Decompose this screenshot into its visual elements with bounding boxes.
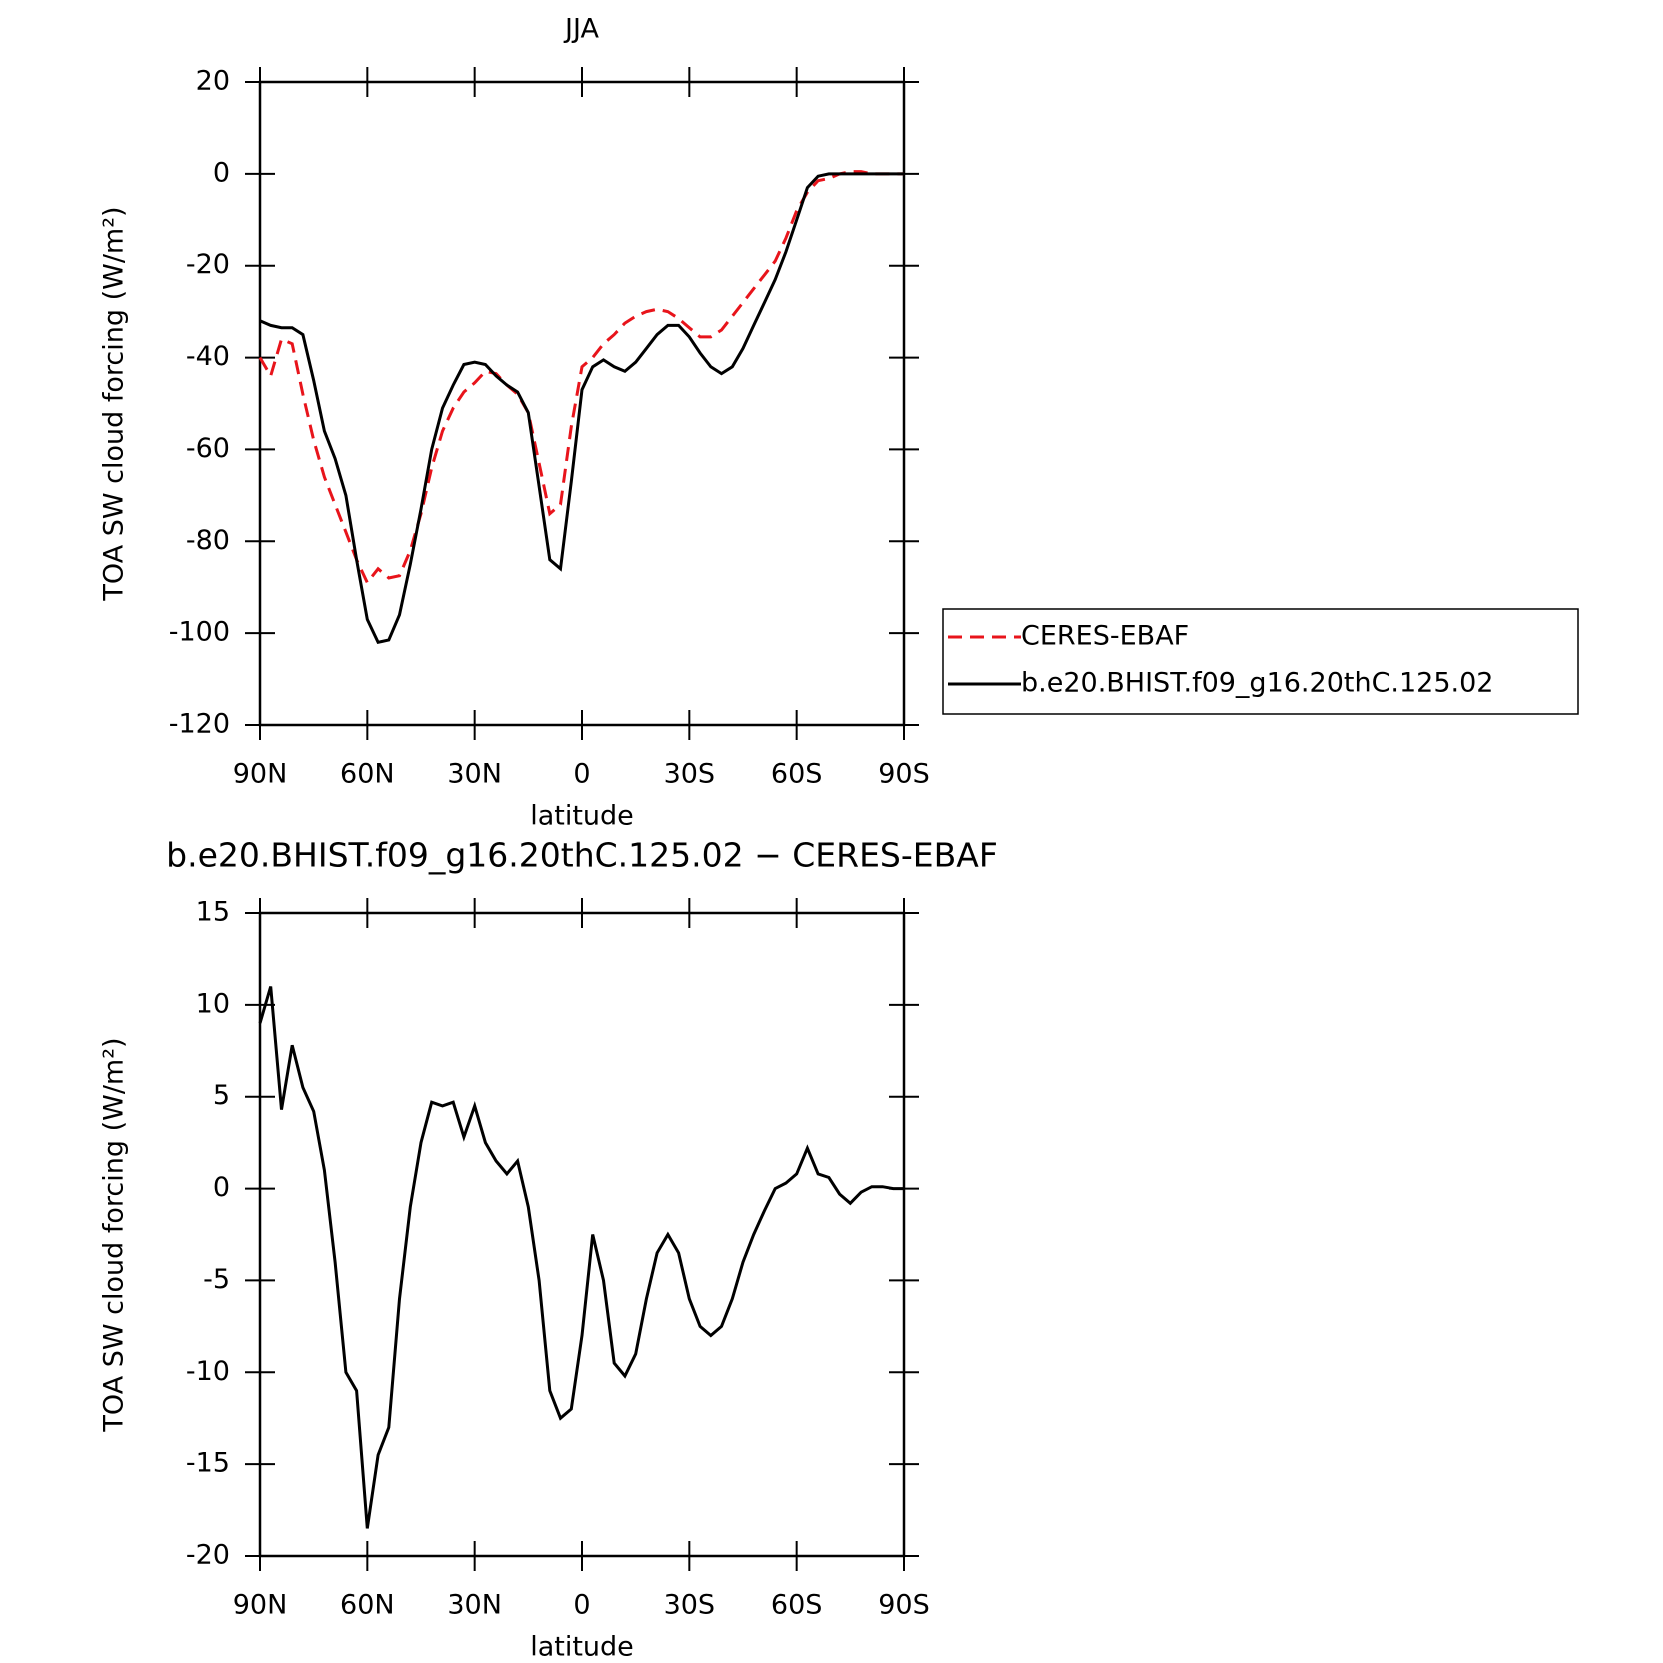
y-axis-label: TOA SW cloud forcing (W/m²) [99, 206, 130, 601]
y-tick-label: -80 [186, 525, 230, 556]
x-axis-label: latitude [530, 801, 634, 832]
y-tick-label: -20 [186, 249, 230, 280]
y-tick-label: -5 [203, 1264, 230, 1295]
y-tick-label: -10 [186, 1356, 230, 1387]
legend-label: b.e20.BHIST.f09_g16.20thC.125.02 [1021, 668, 1493, 699]
y-tick-label: -40 [186, 341, 230, 372]
data-line [259, 172, 904, 645]
x-tick-label: 0 [573, 759, 590, 790]
y-tick-label: 10 [196, 988, 230, 1019]
x-tick-label: 30S [664, 1590, 716, 1621]
x-tick-label: 90S [878, 1590, 930, 1621]
x-tick-label: 0 [573, 1590, 590, 1621]
y-tick-label: 0 [213, 1172, 230, 1203]
y-tick-label: -20 [186, 1540, 230, 1571]
x-tick-label: 30N [447, 1590, 502, 1621]
x-tick-label: 60N [340, 759, 395, 790]
x-tick-label: 30S [664, 759, 716, 790]
y-axis-label: TOA SW cloud forcing (W/m²) [99, 1037, 130, 1432]
plot-frame [258, 911, 906, 1558]
data-line [258, 170, 904, 586]
plot-frame [258, 80, 906, 727]
x-tick-label: 60N [340, 1590, 395, 1621]
x-tick-label: 60S [771, 759, 823, 790]
y-tick-label: -100 [169, 617, 230, 648]
x-tick-label: 90S [878, 759, 930, 790]
y-tick-label: 20 [196, 66, 230, 97]
legend-label: CERES-EBAF [1021, 621, 1189, 652]
x-tick-label: 30N [447, 759, 502, 790]
y-tick-label: 5 [213, 1080, 230, 1111]
y-tick-label: 0 [213, 157, 230, 188]
chart-title: b.e20.BHIST.f09_g16.20thC.125.02 − CERES… [166, 836, 998, 875]
x-axis-label: latitude [530, 1632, 634, 1663]
y-tick-label: -15 [186, 1448, 230, 1479]
chart-title: JJA [563, 14, 599, 45]
y-tick-label: -120 [169, 709, 230, 740]
x-tick-label: 60S [771, 1590, 823, 1621]
y-tick-label: 15 [196, 897, 230, 928]
y-tick-label: -60 [186, 433, 230, 464]
legend-box [942, 608, 1579, 715]
x-tick-label: 90N [233, 759, 288, 790]
x-tick-label: 90N [233, 1590, 288, 1621]
data-line [258, 986, 904, 1529]
